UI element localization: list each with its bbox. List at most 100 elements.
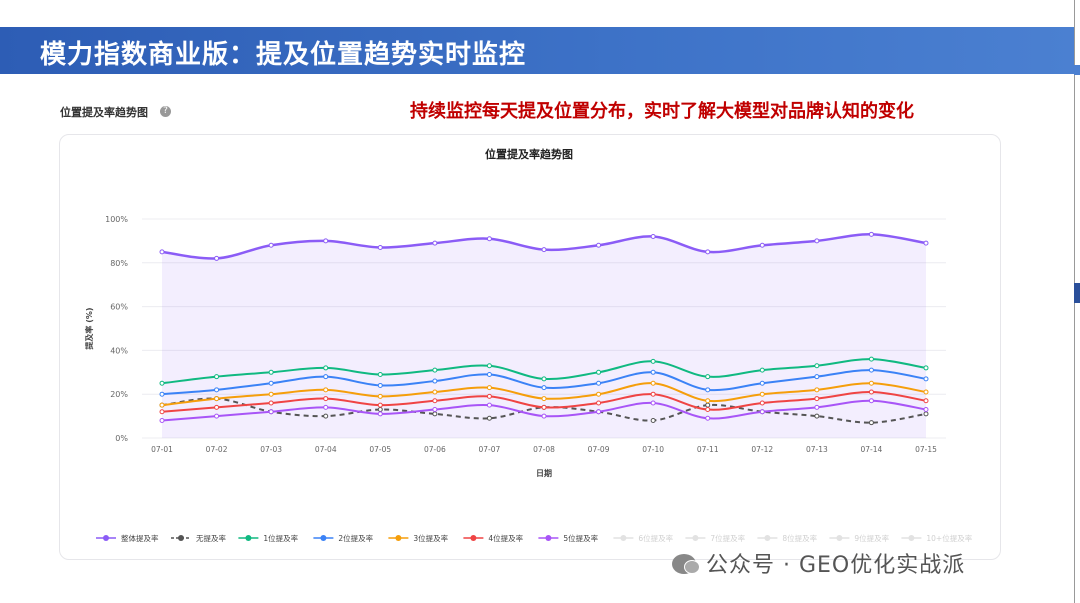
data-point [705,415,711,421]
x-tick-label: 07-10 [642,445,664,454]
legend-item-inactive: 10+位提及率 [926,533,972,543]
data-point [868,367,874,373]
data-point [268,242,274,248]
x-tick-label: 07-01 [151,445,173,454]
data-point [759,400,765,406]
data-point [432,378,438,384]
data-point [268,369,274,375]
data-point [486,385,492,391]
legend-item: 整体提及率 [121,533,159,543]
legend-swatch-dot [470,535,477,541]
data-point [814,374,820,380]
x-tick-label: 07-11 [697,445,719,454]
data-point [868,398,874,404]
data-point [214,404,220,410]
data-point [541,376,547,382]
data-point [650,369,656,375]
data-point [377,411,383,417]
data-point [923,407,929,413]
data-point [923,376,929,382]
data-point [596,391,602,397]
legend-swatch-dot-inactive [764,535,771,541]
data-point [159,380,165,386]
data-point [159,391,165,397]
data-point [486,371,492,377]
legend-swatch-dot-inactive [908,535,915,541]
data-point [377,244,383,250]
data-point [377,402,383,408]
legend-swatch-dot-inactive [836,535,843,541]
headline: 持续监控每天提及位置分布，实时了解大模型对品牌认知的变化 [410,101,914,122]
data-point [268,391,274,397]
legend-item: 4位提及率 [488,533,523,543]
data-point [323,238,329,244]
help-icon[interactable]: ? [160,106,171,117]
data-point [268,409,274,415]
data-point [923,411,929,417]
data-point [759,391,765,397]
legend-item: 5位提及率 [563,533,598,543]
legend-swatch-dot [545,535,552,541]
data-point [650,400,656,406]
legend-item: 无提及率 [196,533,226,543]
data-point [923,365,929,371]
data-point [814,387,820,393]
data-point [650,358,656,364]
data-point [214,387,220,393]
edge-marker-mid [1074,283,1080,303]
x-tick-label: 07-12 [751,445,773,454]
data-point [159,402,165,408]
watermark-text: 公众号 · GEO优化实战派 [706,553,966,578]
legend-swatch-dot [245,535,252,541]
data-point [432,240,438,246]
data-point [486,236,492,242]
data-point [596,409,602,415]
section-label: 位置提及率趋势图 [60,106,148,119]
legend-item: 2位提及率 [338,533,373,543]
data-point [486,393,492,399]
data-point [214,413,220,419]
data-point [432,367,438,373]
data-point [650,417,656,423]
watermark: 公众号 · GEO优化实战派 [672,547,965,579]
x-tick-label: 07-06 [424,445,446,454]
x-tick-label: 07-13 [806,445,828,454]
x-tick-label: 07-09 [588,445,610,454]
data-point [214,255,220,261]
edge-marker-top [1074,65,1080,75]
legend-item-inactive: 6位提及率 [638,533,673,543]
y-tick-label: 40% [110,346,128,355]
data-point [705,387,711,393]
data-point [377,371,383,377]
data-point [159,409,165,415]
x-tick-label: 07-05 [369,445,391,454]
x-tick-label: 07-02 [206,445,228,454]
data-point [486,363,492,369]
data-point [323,387,329,393]
banner-title: 模力指数商业版：提及位置趋势实时监控 [40,40,527,70]
data-point [323,374,329,380]
data-point [868,420,874,426]
data-point [214,396,220,402]
legend-swatch-dot [320,535,327,541]
data-point [432,389,438,395]
data-point [814,396,820,402]
x-axis-label: 日期 [536,468,552,478]
data-point [759,242,765,248]
data-point [486,415,492,421]
y-tick-label: 60% [110,303,128,312]
data-point [486,402,492,408]
data-point [432,411,438,417]
data-point [650,234,656,240]
legend-item: 1位提及率 [263,533,298,543]
data-point [541,385,547,391]
data-point [814,363,820,369]
data-point [596,369,602,375]
data-point [814,413,820,419]
data-point [214,374,220,380]
data-point [596,400,602,406]
x-tick-label: 07-14 [861,445,883,454]
data-point [377,407,383,413]
y-tick-label: 0% [115,434,128,443]
data-point [377,382,383,388]
